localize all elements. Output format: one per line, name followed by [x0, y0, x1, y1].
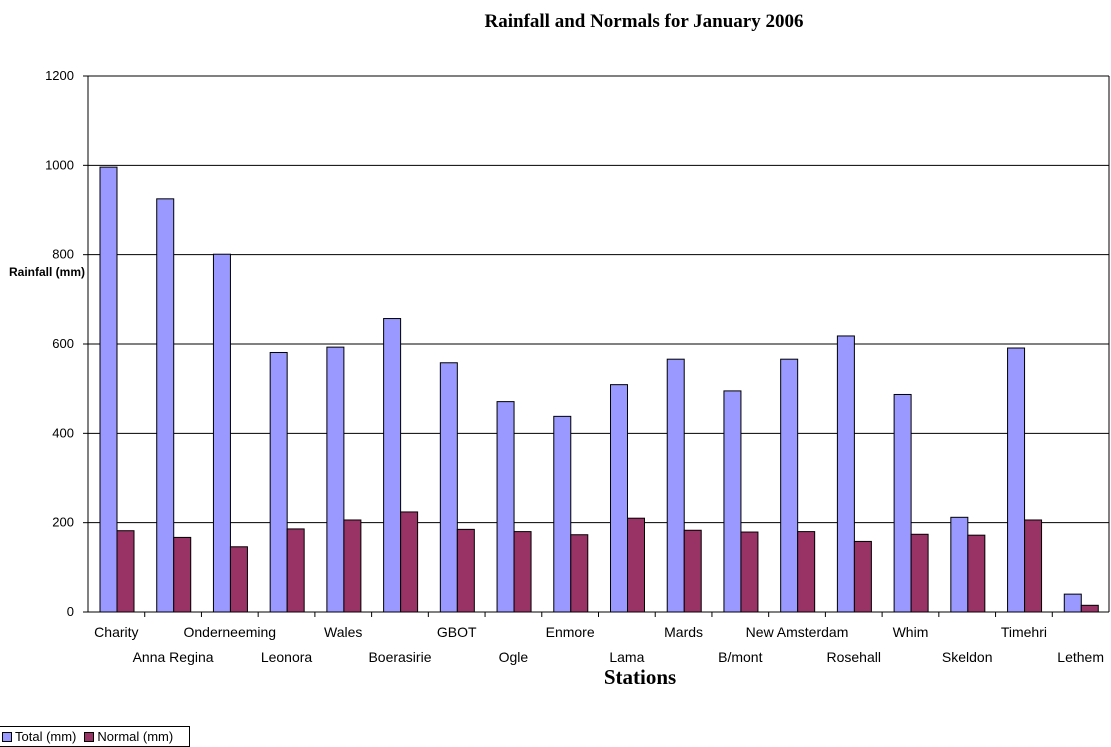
- y-tick-label: 800: [52, 247, 74, 262]
- bar-normal-5: [400, 511, 419, 613]
- bar-total-4: [326, 346, 345, 613]
- x-tick-label: Anna Regina: [133, 649, 214, 665]
- y-tick-label: 1200: [45, 68, 74, 83]
- x-tick-label: Wales: [324, 624, 362, 640]
- x-axis-tick-labels: Charity Anna Regina Onderneeming Leonora Wal…: [94, 612, 1104, 665]
- bar-total-2: [212, 253, 231, 613]
- bar-normal-8: [570, 534, 589, 613]
- bar-normal-2: [229, 546, 248, 613]
- bar-total-9: [610, 384, 628, 613]
- legend-label-normal: Normal (mm): [97, 729, 174, 744]
- x-tick-label: New Amsterdam: [746, 624, 849, 640]
- bar-normal-16: [1024, 519, 1043, 613]
- bar-normal-11: [740, 531, 759, 613]
- bar-total-12: [780, 358, 799, 613]
- bar-normal-17: [1080, 604, 1099, 613]
- bar-normal-4: [343, 519, 362, 613]
- y-tick-label: 1000: [45, 157, 74, 172]
- x-tick-label: Charity: [94, 624, 138, 640]
- bar-total-11: [723, 390, 742, 613]
- bar-total-16: [1007, 347, 1026, 613]
- bar-total-3: [269, 351, 288, 613]
- x-tick-label: Whim: [893, 624, 929, 640]
- y-axis-label: Rainfall (mm): [9, 265, 85, 279]
- bar-total-14: [893, 393, 912, 613]
- y-tick-label: 400: [52, 425, 74, 440]
- bar-normal-12: [797, 531, 816, 613]
- x-tick-label: B/mont: [718, 649, 762, 665]
- legend-label-total: Total (mm): [15, 729, 77, 744]
- bar-total-7: [496, 401, 515, 613]
- bar-normal-13: [853, 540, 872, 613]
- legend: Total (mm) Normal (mm): [0, 726, 191, 747]
- bar-total-1: [156, 198, 175, 613]
- bar-total-8: [553, 415, 572, 613]
- x-tick-label: Boerasirie: [368, 649, 431, 665]
- bar-total-15: [950, 516, 969, 613]
- x-tick-label: Mards: [664, 624, 703, 640]
- bar-normal-3: [286, 528, 305, 613]
- y-tick-label: 600: [52, 336, 74, 351]
- bar-normal-0: [116, 530, 135, 613]
- bar-total-10: [666, 358, 685, 613]
- chart-title: Rainfall and Normals for January 2006: [485, 11, 804, 32]
- legend-item-normal: Normal (mm): [84, 729, 173, 744]
- x-tick-label: Timehri: [1001, 624, 1047, 640]
- y-tick-label: 200: [52, 515, 74, 530]
- legend-swatch-total: [2, 731, 12, 742]
- legend-item-total: Total (mm): [2, 729, 76, 744]
- x-tick-label: Lethem: [1057, 649, 1104, 665]
- x-tick-label: Onderneeming: [183, 624, 276, 640]
- y-tick-label: 0: [67, 604, 74, 619]
- gridlines: [88, 75, 1109, 524]
- bar-normal-7: [513, 531, 532, 613]
- bar-normal-9: [627, 517, 645, 613]
- bar-normal-6: [456, 528, 475, 613]
- x-tick-label: GBOT: [437, 624, 477, 640]
- legend-swatch-normal: [84, 731, 95, 742]
- y-axis-ticks: 0 200 400 600 800 1000 1200: [45, 68, 88, 619]
- bar-total-17: [1063, 593, 1082, 613]
- x-tick-label: Skeldon: [942, 649, 993, 665]
- bar-normal-1: [173, 536, 192, 613]
- bar-total-6: [439, 362, 458, 613]
- x-tick-label: Lama: [609, 649, 644, 665]
- x-tick-label: Ogle: [499, 649, 529, 665]
- x-tick-label: Rosehall: [827, 649, 881, 665]
- bar-normal-14: [910, 533, 929, 613]
- bar-normal-10: [683, 529, 702, 613]
- x-tick-label: Leonora: [261, 649, 313, 665]
- x-axis-label: Stations: [604, 665, 676, 689]
- bar-total-5: [383, 318, 402, 613]
- bars: [99, 166, 1099, 613]
- bar-total-13: [836, 335, 855, 613]
- bar-total-0: [99, 166, 118, 613]
- x-tick-label: Enmore: [546, 624, 595, 640]
- bar-normal-15: [967, 534, 986, 613]
